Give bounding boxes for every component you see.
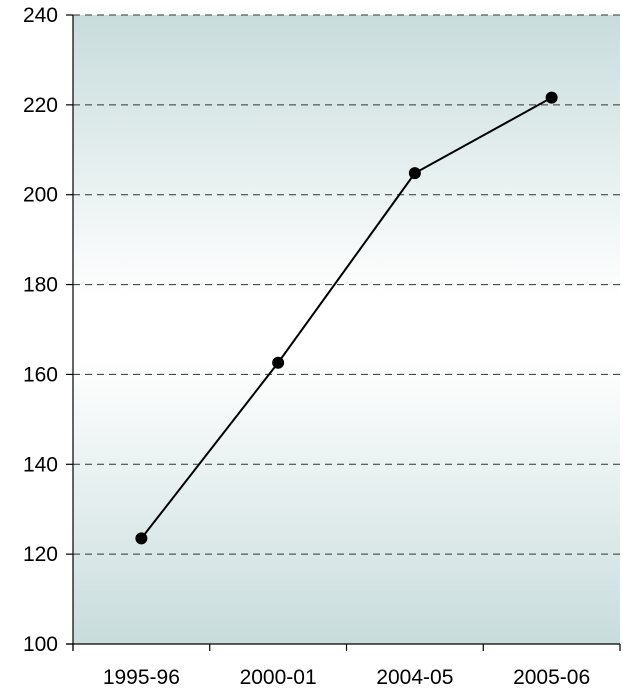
x-tick-label: 2000-01 (240, 666, 317, 689)
y-tick-label: 180 (23, 274, 58, 297)
y-tick-label: 160 (23, 363, 58, 386)
x-tick-label: 2004-05 (376, 666, 453, 689)
series-markers (135, 91, 558, 545)
y-tick-label: 120 (23, 543, 58, 566)
x-tick-label: 2005-06 (513, 666, 590, 689)
y-tick-label: 200 (23, 184, 58, 207)
y-tick-label: 220 (23, 94, 58, 117)
y-tick-label: 100 (23, 633, 58, 656)
data-point (408, 167, 421, 180)
x-axis-ticks: 1995-96 2000-01 2004-05 2005-06 (72, 644, 621, 689)
y-tick-label: 240 (23, 4, 58, 27)
plot-area (73, 15, 620, 644)
series-line (140, 96, 553, 540)
y-tick-label: 140 (23, 453, 58, 476)
x-tick-label: 1995-96 (103, 666, 180, 689)
y-axis-ticks: 100 120 140 160 180 200 220 240 (23, 4, 73, 656)
data-point (135, 532, 148, 545)
data-point (272, 356, 285, 369)
data-point (545, 91, 558, 104)
